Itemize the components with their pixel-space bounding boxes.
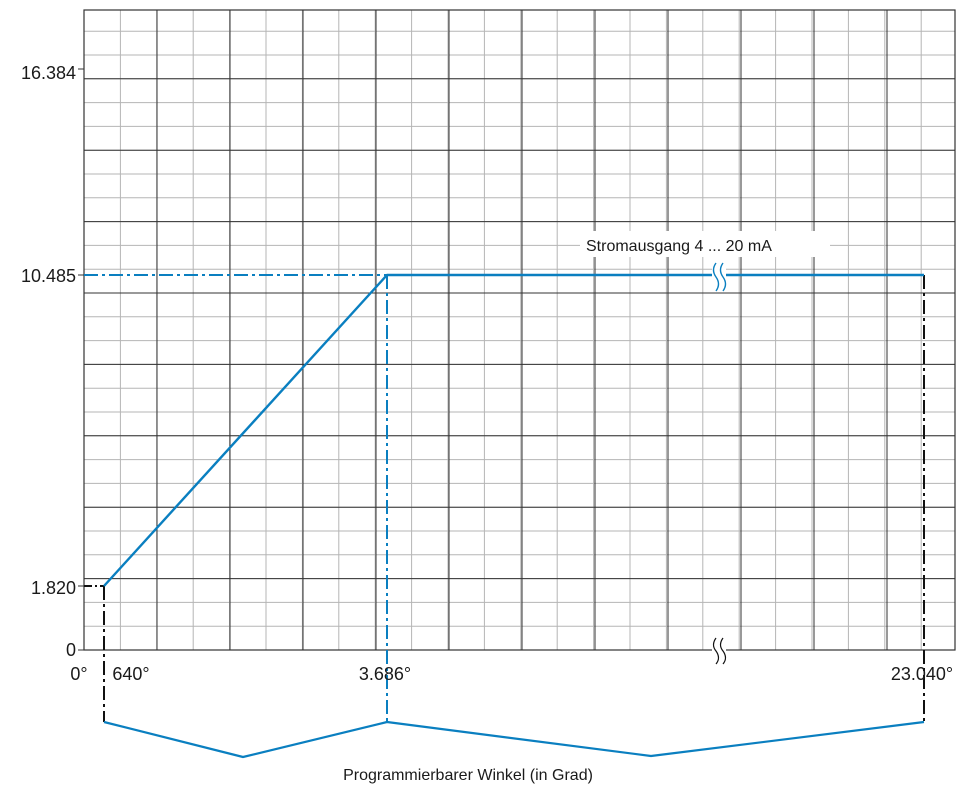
break-mark-top-b bbox=[719, 262, 727, 292]
grid bbox=[78, 9, 956, 651]
brace-line bbox=[103, 720, 925, 759]
plot-frame bbox=[83, 9, 956, 651]
break-mark-top-a bbox=[712, 262, 720, 292]
series-line bbox=[103, 273, 924, 587]
break-mask-top bbox=[712, 262, 726, 292]
series-annotation-label: Stromausgang 4 ... 20 mA bbox=[586, 238, 772, 255]
y-tick-label-0: 0 bbox=[66, 640, 76, 660]
break-mark-bottom-a bbox=[712, 637, 720, 665]
break-mark-bottom-b bbox=[719, 637, 727, 665]
annotation-background bbox=[580, 231, 830, 257]
y-tick-label-1820: 1.820 bbox=[31, 578, 76, 598]
x-tick-label-3686: 3.686° bbox=[359, 664, 411, 684]
y-tick-label-16384: 16.384 bbox=[21, 63, 76, 83]
break-mask-bottom bbox=[712, 637, 726, 665]
x-tick-label-23040: 23.040° bbox=[891, 664, 953, 684]
y-tick-label-10485: 10.485 bbox=[21, 266, 76, 286]
x-tick-labels: 0° 640° 3.686° 23.040° bbox=[70, 664, 953, 684]
axis-break-marks bbox=[712, 262, 727, 665]
x-axis-label: Programmierbarer Winkel (in Grad) bbox=[343, 767, 593, 784]
x-tick-label-0: 0° bbox=[70, 664, 87, 684]
x-range-brace bbox=[103, 720, 925, 759]
y-tick-labels: 16.384 10.485 1.820 0 bbox=[21, 63, 76, 660]
x-tick-label-640: 640° bbox=[112, 664, 149, 684]
series-group bbox=[103, 273, 925, 587]
guide-lines bbox=[84, 274, 925, 722]
